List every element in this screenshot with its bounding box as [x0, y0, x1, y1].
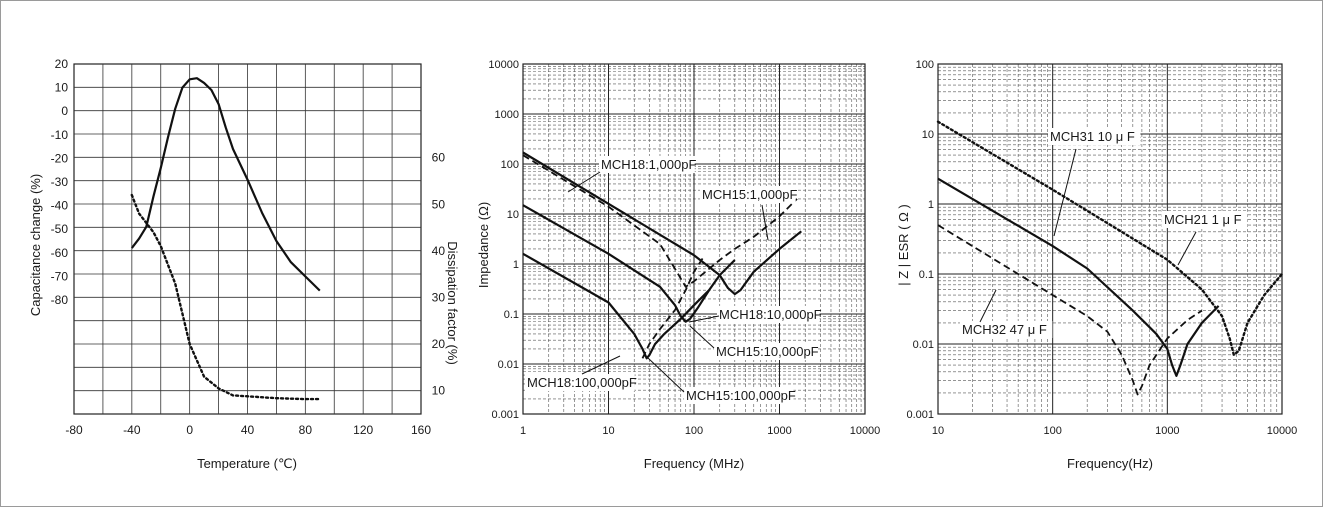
- y2-axis-label: Dissipation factor (%): [445, 241, 460, 365]
- x-tick-label: 1000: [1155, 425, 1179, 437]
- y-tick-label: -40: [51, 199, 69, 213]
- y-tick-label: 1000: [495, 109, 519, 121]
- y2-tick-label: 40: [432, 244, 446, 258]
- y2-tick-label: 10: [432, 384, 446, 398]
- y-tick-label: 10: [55, 81, 69, 95]
- annotation-bg: [1048, 128, 1141, 145]
- y-tick-label: 10: [507, 209, 519, 221]
- y-tick-label: 0.1: [919, 269, 934, 281]
- annotation-bg: [960, 321, 1053, 338]
- series-line: [937, 224, 1203, 396]
- annotation-bg: [684, 387, 794, 404]
- x-tick-label: 1000: [767, 425, 791, 437]
- annotation-label: MCH15:1,000pF: [702, 187, 797, 202]
- y-tick-label: 0.001: [906, 409, 934, 421]
- annotation-bg: [700, 186, 796, 203]
- x-tick-label: -80: [65, 423, 83, 437]
- annotation-leader: [761, 204, 769, 241]
- series-line: [937, 177, 1220, 377]
- annotation-leader: [979, 289, 997, 323]
- x-tick-label: 120: [353, 423, 373, 437]
- impedance-frequency-chart: 1 10 100 1000 10000 10000 1000 100 10 1 0.1 0.01 0.0…: [476, 59, 880, 471]
- annotation-leader: [1177, 231, 1197, 266]
- x-tick-label: 40: [241, 423, 255, 437]
- annotation-leader: [647, 357, 685, 393]
- x-tick-label: 160: [411, 423, 431, 437]
- annotation-bg: [1162, 211, 1248, 228]
- y-tick-label: -50: [51, 222, 69, 236]
- annotation-label: MCH18:10,000pF: [719, 307, 822, 322]
- x-tick-label: 80: [299, 423, 313, 437]
- y-tick-label: 0.01: [913, 339, 934, 351]
- annotation-label: MCH15:100,000pF: [686, 388, 796, 403]
- temperature-characteristic-chart: -80 -40 0 40 80 120 160 20 10 0 -10 -20 -30 -40 -50 -60…: [28, 57, 460, 471]
- annotation-bg: [717, 306, 820, 323]
- x-tick-label: 10000: [1267, 425, 1298, 437]
- x-tick-label: -40: [123, 423, 141, 437]
- y-tick-label: -20: [51, 151, 69, 165]
- y2-tick-label: 30: [432, 291, 446, 305]
- annotation-label: MCH31 10 μ F: [1050, 129, 1135, 144]
- x-tick-label: 100: [1043, 425, 1061, 437]
- y-axis-label: Impedance (Ω): [476, 202, 491, 288]
- annotation-bg: [525, 374, 635, 391]
- y-tick-label: 0: [61, 104, 68, 118]
- y-tick-label: -60: [51, 246, 69, 260]
- esr-frequency-chart: 10 100 1000 10000 100 10 1 0.1 0.01 0.001 Frequenc…: [896, 59, 1297, 471]
- annotation-label: MCH18:100,000pF: [527, 375, 637, 390]
- annotation-label: MCH32 47 μ F: [962, 322, 1047, 337]
- annotation-label: MCH18:1,000pF: [601, 157, 696, 172]
- y2-tick-label: 50: [432, 197, 446, 211]
- y-tick-label: 100: [501, 159, 519, 171]
- y-tick-label: 20: [55, 57, 69, 71]
- y-tick-label: 10000: [488, 59, 519, 71]
- dissipation-factor-line: [130, 193, 321, 401]
- annotation-leader: [689, 325, 715, 349]
- series-line: [522, 151, 802, 296]
- y-axis-label: | Z | ESR ( Ω ): [896, 204, 911, 285]
- y-tick-label: 1: [928, 199, 934, 211]
- annotation-leader: [1053, 148, 1077, 237]
- annotation-label: MCH15:10,000pF: [716, 344, 819, 359]
- annotation-leader: [581, 355, 621, 375]
- x-tick-label: 0: [186, 423, 193, 437]
- x-tick-label: 1: [520, 425, 526, 437]
- y-tick-label: 0.001: [491, 409, 519, 421]
- y-tick-label: -10: [51, 128, 69, 142]
- x-tick-label: 100: [685, 425, 703, 437]
- plot-area: [522, 63, 866, 415]
- y-tick-label: 1: [513, 259, 519, 271]
- y-tick-label: -70: [51, 269, 69, 283]
- y2-tick-label: 60: [432, 151, 446, 165]
- y-tick-label: -30: [51, 175, 69, 189]
- plot-area: [937, 63, 1283, 415]
- series-line: [522, 252, 710, 360]
- series-line: [522, 204, 736, 323]
- x-tick-label: 10: [932, 425, 944, 437]
- y2-tick-label: 20: [432, 337, 446, 351]
- x-tick-label: 10: [602, 425, 614, 437]
- series-line: [641, 256, 705, 359]
- series-line: [936, 120, 1284, 356]
- annotation-bg: [714, 343, 817, 360]
- annotation-bg: [599, 156, 695, 173]
- x-tick-label: 10000: [850, 425, 881, 437]
- y-tick-label: 0.01: [498, 359, 519, 371]
- y-axis-label: Capacitance change (%): [28, 174, 43, 316]
- capacitance-change-line: [130, 77, 321, 292]
- x-axis-label: Frequency (MHz): [644, 456, 744, 471]
- annotation-leader: [567, 171, 601, 193]
- y-tick-label: 100: [916, 59, 934, 71]
- x-axis-label: Temperature (℃): [197, 456, 297, 471]
- y-tick-label: 10: [922, 129, 934, 141]
- series-line: [522, 154, 798, 288]
- y-tick-label: 0.1: [504, 309, 519, 321]
- annotation-leader: [688, 315, 720, 323]
- y-tick-label: -80: [51, 293, 69, 307]
- annotation-label: MCH21 1 μ F: [1164, 212, 1242, 227]
- x-axis-label: Frequency(Hz): [1067, 456, 1153, 471]
